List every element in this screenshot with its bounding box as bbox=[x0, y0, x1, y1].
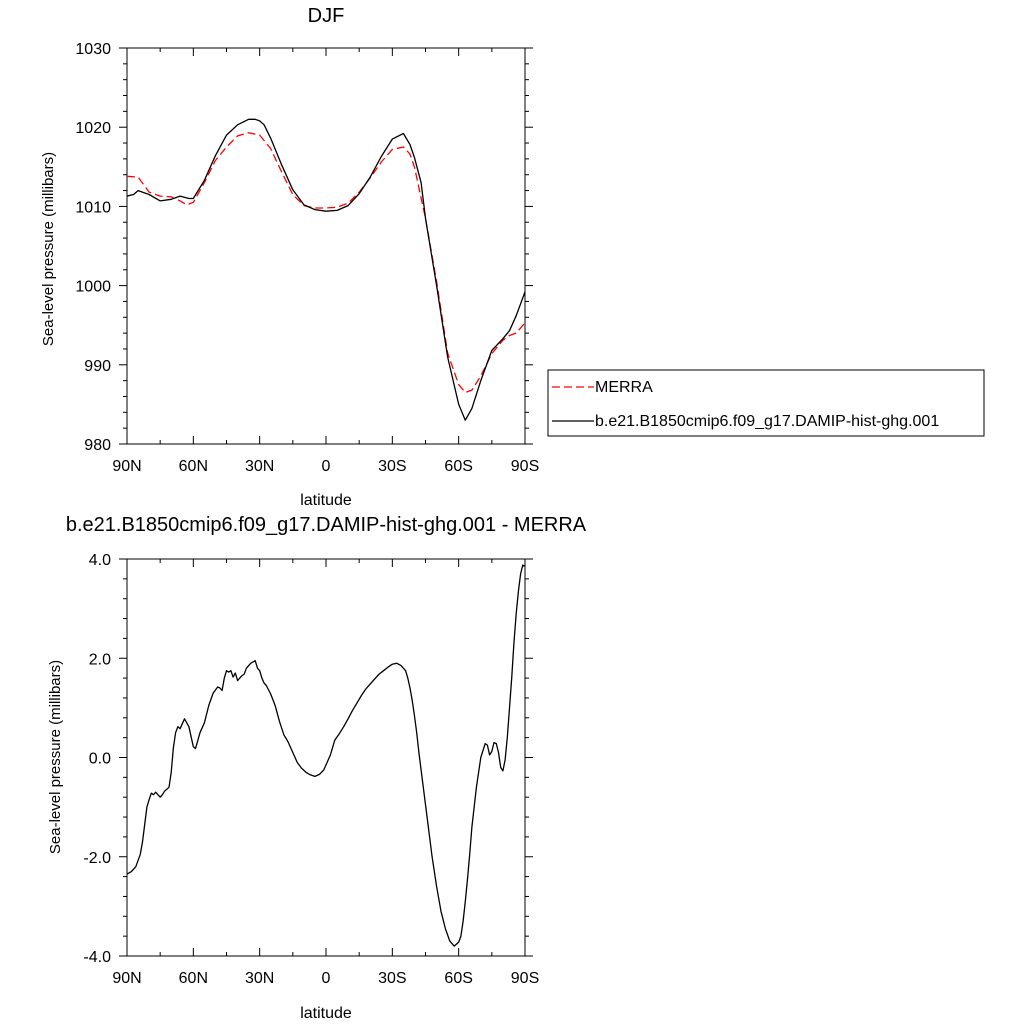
bottom-chart: b.e21.B1850cmip6.f09_g17.DAMIP-hist-ghg.… bbox=[47, 514, 587, 1022]
top-series-line-0 bbox=[126, 132, 526, 394]
top-x-axis-label: latitude bbox=[300, 492, 352, 509]
bottom-axis-ticks bbox=[119, 558, 533, 957]
bottom-chart-title: b.e21.B1850cmip6.f09_g17.DAMIP-hist-ghg.… bbox=[66, 514, 587, 536]
top-series-lines bbox=[126, 118, 526, 421]
top-x-tick-label: 90S bbox=[511, 458, 539, 475]
top-y-tick-label: 1020 bbox=[75, 120, 111, 137]
top-axis-ticks bbox=[119, 47, 533, 445]
top-y-tick-label: 980 bbox=[84, 437, 111, 454]
top-y-tick-label: 1010 bbox=[75, 199, 111, 216]
bottom-x-tick-label: 90S bbox=[511, 970, 539, 987]
top-tick-labels: 90N 60N 30N 0 30S 60S 90S 980 990 1000 1010 1020 103… bbox=[75, 41, 539, 475]
top-chart: DJF Sea-level pressure (millibars) latit… bbox=[40, 5, 985, 509]
bottom-x-tick-label: 30N bbox=[245, 970, 274, 987]
bottom-y-tick-label: 0.0 bbox=[89, 751, 111, 768]
top-y-tick-label: 990 bbox=[84, 358, 111, 375]
top-y-axis-label: Sea-level pressure (millibars) bbox=[40, 152, 57, 346]
bottom-y-tick-label: 4.0 bbox=[89, 552, 111, 569]
top-x-tick-label: 30N bbox=[245, 458, 274, 475]
top-plot-frame bbox=[126, 47, 526, 445]
bottom-tick-labels: 90N 60N 30N 0 30S 60S 90S -4.0 -2.0 0.0 2.0 4.0 bbox=[83, 552, 539, 987]
bottom-x-tick-label: 0 bbox=[322, 970, 331, 987]
top-x-tick-label: 30S bbox=[378, 458, 406, 475]
top-x-tick-label: 60S bbox=[444, 458, 472, 475]
bottom-x-tick-label: 60S bbox=[444, 970, 472, 987]
bottom-y-tick-label: -4.0 bbox=[83, 949, 111, 966]
bottom-x-tick-label: 30S bbox=[378, 970, 406, 987]
top-chart-title: DJF bbox=[308, 5, 345, 27]
top-y-tick-label: 1030 bbox=[75, 41, 111, 58]
bottom-x-tick-label: 60N bbox=[179, 970, 208, 987]
bottom-y-tick-label: 2.0 bbox=[89, 651, 111, 668]
bottom-series-line-0 bbox=[126, 564, 526, 947]
legend-model-label: b.e21.B1850cmip6.f09_g17.DAMIP-hist-ghg.… bbox=[595, 413, 939, 430]
top-y-tick-label: 1000 bbox=[75, 279, 111, 296]
bottom-y-axis-label: Sea-level pressure (millibars) bbox=[47, 660, 64, 854]
legend-box bbox=[547, 369, 985, 437]
top-series-line-1 bbox=[126, 118, 526, 421]
legend: MERRA b.e21.B1850cmip6.f09_g17.DAMIP-his… bbox=[547, 369, 985, 437]
top-x-tick-label: 60N bbox=[179, 458, 208, 475]
top-x-tick-label: 0 bbox=[322, 458, 331, 475]
bottom-x-axis-label: latitude bbox=[300, 1005, 352, 1022]
bottom-y-tick-label: -2.0 bbox=[83, 850, 111, 867]
legend-merra-label: MERRA bbox=[595, 379, 653, 396]
bottom-series-lines bbox=[126, 564, 526, 947]
bottom-x-tick-label: 90N bbox=[112, 970, 141, 987]
top-x-tick-label: 90N bbox=[112, 458, 141, 475]
